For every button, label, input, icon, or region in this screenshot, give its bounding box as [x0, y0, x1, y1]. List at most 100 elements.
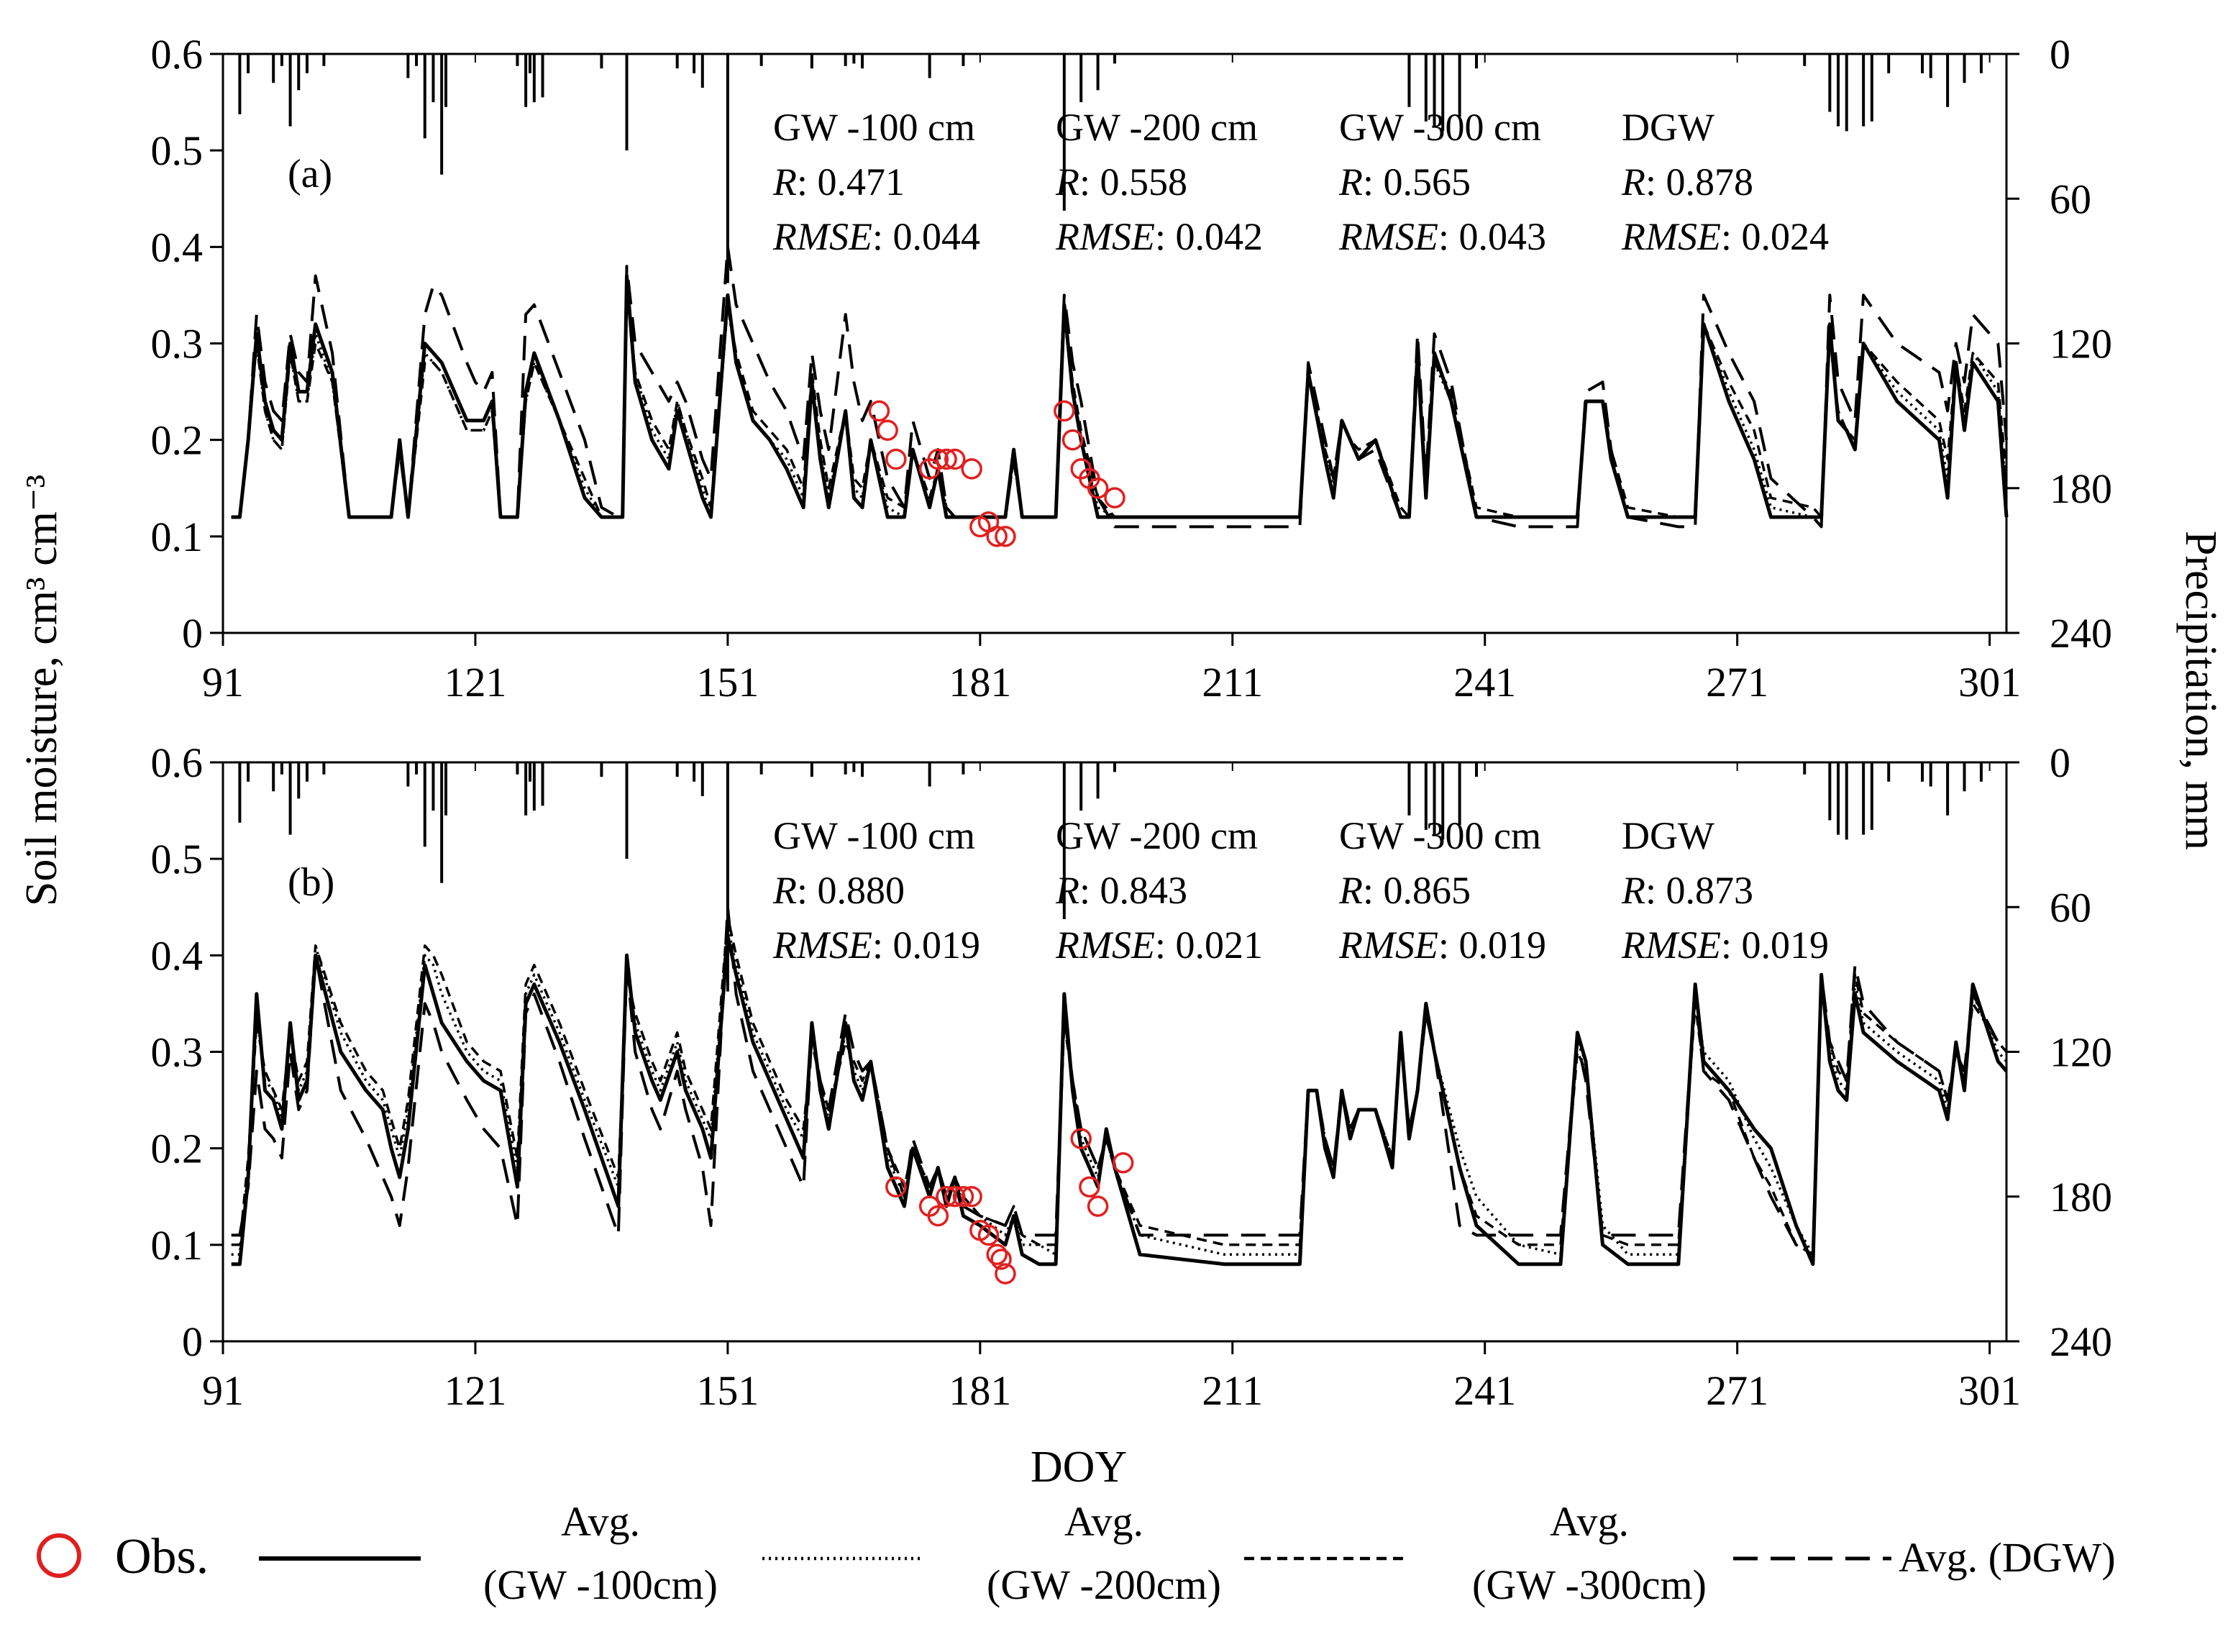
obs-point — [1061, 429, 1084, 451]
obs-point — [1054, 400, 1075, 422]
obs-point — [927, 448, 949, 470]
y-tick-label-left: 0.2 — [151, 1126, 204, 1172]
stat-r: R: 0.565 — [1338, 160, 1471, 204]
obs-point — [936, 1186, 957, 1208]
obs-point — [1087, 478, 1109, 499]
x-tick-label: 301 — [1958, 659, 2021, 706]
x-tick-label: 211 — [1202, 659, 1263, 706]
obs-point — [995, 1263, 1016, 1284]
y-tick-label-left: 0 — [182, 1318, 203, 1365]
stat-rmse: RMSE: 0.044 — [772, 215, 980, 258]
stat-name: DGW — [1622, 814, 1714, 857]
y-tick-label-right: 240 — [2050, 610, 2112, 657]
stat-rmse: RMSE: 0.019 — [1621, 923, 1829, 967]
x-tick-label: 211 — [1202, 1367, 1263, 1414]
y-tick-label-left: 0.5 — [151, 836, 204, 882]
stat-r: R: 0.878 — [1621, 160, 1753, 204]
x-tick-label: 91 — [202, 1367, 244, 1414]
panel-label: (a) — [288, 152, 332, 196]
x-tick-label: 301 — [1958, 1367, 2021, 1414]
y-tick-label-left: 0.6 — [151, 739, 204, 786]
stat-rmse: RMSE: 0.042 — [1055, 215, 1263, 258]
obs-point — [877, 419, 898, 441]
legend-label-line1: Avg. — [1064, 1498, 1143, 1545]
x-tick-label: 121 — [444, 1367, 506, 1414]
x-axis-label: DOY — [1031, 1443, 1127, 1492]
y-tick-label-left: 0.4 — [151, 224, 204, 270]
stat-name: GW -300 cm — [1339, 106, 1541, 149]
obs-point — [936, 448, 957, 470]
x-tick-label: 151 — [696, 659, 759, 706]
stat-r: R: 0.558 — [1055, 160, 1187, 204]
stat-r: R: 0.471 — [772, 160, 905, 204]
obs-point — [944, 1186, 966, 1208]
y-axis-label-left: Soil moisture, cm³ cm⁻³ — [17, 475, 66, 906]
panel-a: 0 0.1 0.2 0.3 0.4 0.5 0.6 0 60 120 180 240 91 121 151 1… — [151, 31, 2113, 706]
obs-point — [986, 1243, 1008, 1265]
obs-point — [1112, 1152, 1134, 1174]
obs-point — [961, 458, 982, 480]
stat-r: R: 0.873 — [1621, 869, 1753, 912]
obs-point — [868, 400, 890, 422]
stat-name: DGW — [1622, 106, 1714, 149]
y-tick-label-left: 0.1 — [151, 514, 204, 560]
series-line-short-dash — [231, 915, 2008, 1256]
legend-label-line2: (GW -100cm) — [483, 1561, 718, 1608]
obs-point — [1087, 1195, 1109, 1217]
y-tick-label-left: 0.4 — [151, 932, 204, 979]
x-tick-label: 181 — [949, 659, 1011, 706]
stat-rmse: RMSE: 0.021 — [1055, 923, 1263, 967]
obs-point — [990, 1249, 1012, 1270]
x-tick-label: 181 — [949, 1367, 1011, 1414]
y-tick-label-left: 0.5 — [151, 127, 204, 174]
y-tick-label-left: 0.3 — [151, 321, 204, 368]
obs-point — [977, 1224, 1000, 1246]
x-tick-label: 121 — [444, 659, 506, 706]
panel-b: 0 0.1 0.2 0.3 0.4 0.5 0.6 0 60 120 180 240 91 121 151 1… — [151, 739, 2113, 1414]
stat-rmse: RMSE: 0.019 — [772, 923, 980, 967]
legend-label: Avg. (DGW) — [1899, 1534, 2116, 1581]
panel-label: (b) — [288, 860, 334, 905]
stat-rmse: RMSE: 0.019 — [1338, 923, 1546, 967]
x-tick-label: 271 — [1706, 1367, 1768, 1414]
legend: Obs. Avg. (GW -100cm) Avg. (GW -200cm) Avg. (G… — [37, 1498, 2116, 1608]
y-tick-label-right: 60 — [2050, 175, 2091, 222]
series-line-solid — [231, 934, 2008, 1267]
y-tick-label-right: 120 — [2050, 1029, 2112, 1076]
series-line-long-dash — [231, 905, 2008, 1256]
obs-point — [927, 1205, 949, 1227]
obs-point — [995, 526, 1016, 547]
stat-r: R: 0.880 — [772, 869, 905, 912]
y-tick-label-right: 180 — [2050, 465, 2112, 512]
y-tick-label-left: 0.2 — [151, 417, 204, 464]
y-tick-label-left: 0 — [182, 610, 203, 657]
legend-label-line2: (GW -300cm) — [1472, 1561, 1707, 1608]
obs-point — [1070, 1128, 1092, 1149]
obs-point — [961, 1186, 982, 1208]
legend-label-line1: Avg. — [1550, 1498, 1629, 1545]
obs-point — [952, 1186, 974, 1208]
stat-rmse: RMSE: 0.043 — [1338, 215, 1546, 258]
stat-r: R: 0.865 — [1338, 869, 1471, 912]
obs-point — [986, 526, 1008, 547]
series-line-short-dash — [231, 284, 2008, 519]
obs-point — [1079, 1176, 1100, 1198]
obs-point — [1104, 487, 1125, 508]
y-tick-label-right: 180 — [2050, 1174, 2112, 1220]
stat-name: GW -300 cm — [1339, 814, 1541, 857]
stat-name: GW -200 cm — [1056, 106, 1258, 149]
stat-r: R: 0.843 — [1055, 869, 1187, 912]
legend-label-line2: (GW -200cm) — [987, 1561, 1221, 1608]
x-tick-label: 271 — [1706, 659, 1768, 706]
legend-label-line1: Avg. — [561, 1498, 640, 1545]
legend-obs-label: Obs. — [115, 1529, 209, 1584]
x-tick-label: 241 — [1453, 659, 1516, 706]
series-line-long-dash — [231, 245, 2008, 529]
obs-point — [885, 448, 907, 470]
legend-obs-marker — [37, 1533, 81, 1578]
stat-name: GW -100 cm — [773, 814, 975, 857]
stat-rmse: RMSE: 0.024 — [1621, 215, 1829, 258]
x-tick-label: 91 — [202, 659, 244, 706]
y-tick-label-right: 0 — [2050, 739, 2070, 786]
stat-name: GW -100 cm — [773, 106, 975, 149]
